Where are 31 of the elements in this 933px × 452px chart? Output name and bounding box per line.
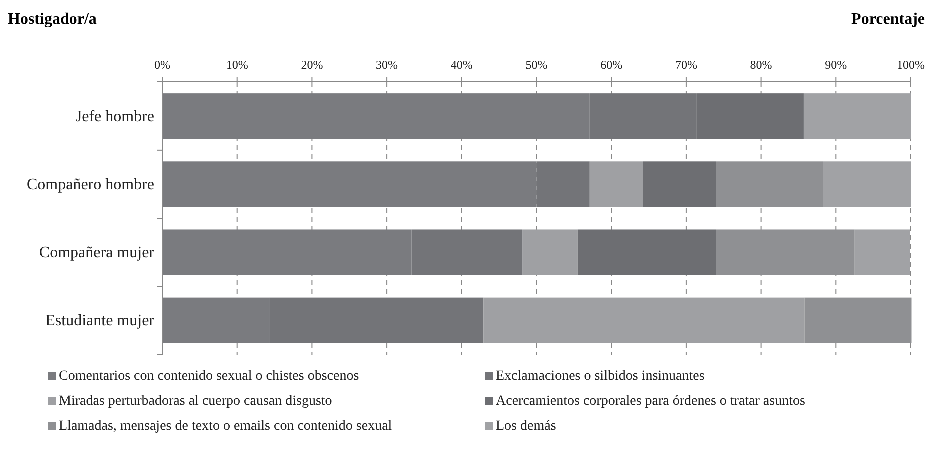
y-tick-label: Estudiante mujer — [46, 312, 156, 330]
y-tick-label: Compañero hombre — [26, 176, 154, 194]
y-tick-label: Jefe hombre — [76, 108, 154, 126]
x-tick-label: 20% — [301, 58, 324, 72]
legend-label: Acercamientos corporales para órdenes o tratar asuntos — [496, 394, 806, 409]
y-tick-label: Compañera mujer — [39, 244, 156, 262]
bar — [643, 162, 716, 208]
bar — [484, 298, 805, 344]
bar — [590, 162, 644, 208]
x-tick-label: 60% — [600, 58, 623, 72]
x-tick-label: 80% — [750, 58, 772, 72]
legend-label: Exclamaciones o silbidos insinuantes — [496, 369, 705, 384]
bar — [578, 230, 716, 276]
x-tick-label: 40% — [450, 58, 473, 72]
bar — [522, 230, 578, 276]
bar — [854, 230, 910, 276]
x-tick-label: 50% — [526, 58, 548, 72]
x-tick-label: 10% — [226, 58, 248, 72]
x-tick-label: 100% — [897, 58, 925, 72]
x-tick-label: 70% — [675, 58, 698, 72]
x-tick-label: 90% — [825, 58, 848, 72]
bar — [804, 94, 911, 140]
bar — [823, 162, 911, 208]
x-tick-label: 0% — [154, 58, 170, 72]
legend-label: Miradas perturbadoras al cuerpo causan disgusto — [59, 394, 332, 409]
legend-label: Los demás — [496, 419, 556, 434]
y-axis-title: Hostigador/a — [8, 11, 97, 28]
legend-label: Llamadas, mensajes de texto o emails con contenido sexual — [59, 419, 392, 434]
legend-label: Comentarios con contenido sexual o chistes obscenos — [59, 369, 360, 384]
x-axis-title: Porcentaje — [852, 11, 925, 28]
x-tick-label: 30% — [376, 58, 398, 72]
